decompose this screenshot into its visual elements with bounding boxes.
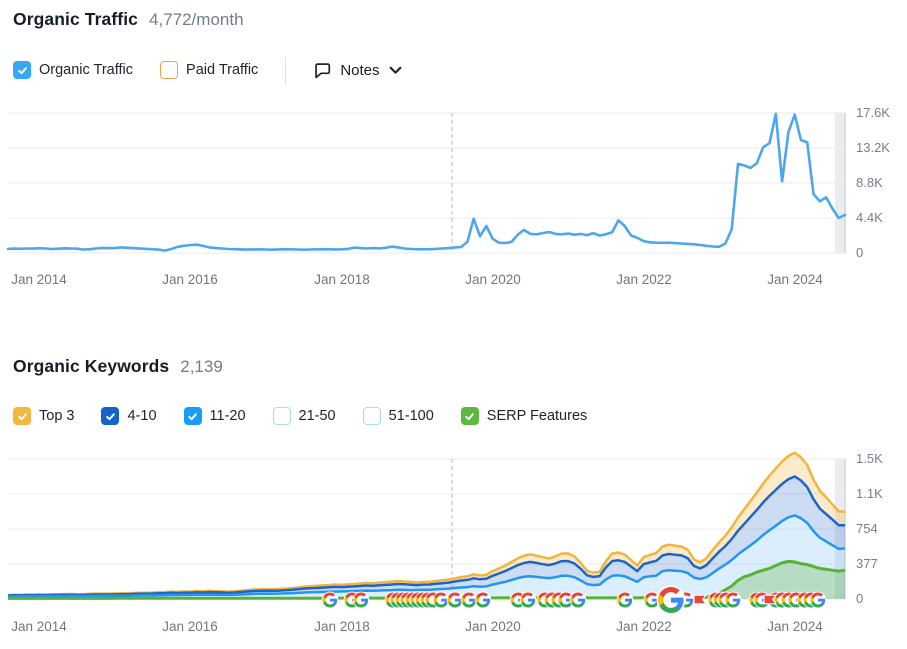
checkbox-box[interactable] xyxy=(460,407,479,425)
keywords-legend: Top 3 4-10 11-20 21-50 xyxy=(13,404,587,428)
y-axis-tick-label: 4.4K xyxy=(856,210,883,225)
check-icon xyxy=(17,412,27,420)
x-axis-tick-label: Jan 2014 xyxy=(11,619,67,634)
serp-features-checkbox[interactable]: SERP Features xyxy=(460,407,588,425)
x-axis-tick-label: Jan 2024 xyxy=(767,272,823,287)
x-axis-tick-label: Jan 2022 xyxy=(616,619,672,634)
checkbox-label: 4-10 xyxy=(127,408,157,424)
organic-traffic-checkbox[interactable]: Organic Traffic xyxy=(13,61,133,79)
google-update-icon xyxy=(616,591,634,609)
checkbox-label: Top 3 xyxy=(39,408,75,424)
y-axis-tick-label: 13.2K xyxy=(856,140,890,155)
keywords-y-axis: 1.5K 1.1K 754 377 0 xyxy=(856,449,906,609)
keywords-chart-canvas[interactable] xyxy=(7,449,846,619)
check-icon xyxy=(17,66,27,74)
checkbox-label: SERP Features xyxy=(486,408,588,424)
checkbox-box[interactable] xyxy=(101,407,120,425)
keywords-chart[interactable] xyxy=(7,449,846,619)
x-axis-tick-label: Jan 2016 xyxy=(162,272,218,287)
x-axis-tick-label: Jan 2016 xyxy=(162,619,218,634)
y-axis-tick-label: 754 xyxy=(856,521,878,536)
keywords-title: Organic Keywords xyxy=(13,356,170,376)
y-axis-tick-label: 0 xyxy=(856,591,864,606)
checkbox-label: 51-100 xyxy=(388,408,434,424)
pos-21-50-checkbox[interactable]: 21-50 xyxy=(272,407,336,425)
traffic-chart[interactable] xyxy=(6,103,847,268)
y-axis-tick-label: 1.1K xyxy=(856,486,883,501)
traffic-x-axis: Jan 2014 Jan 2016 Jan 2018 Jan 2020 Jan 2022… xyxy=(8,272,845,290)
x-axis-tick-label: Jan 2022 xyxy=(616,272,672,287)
y-axis-tick-label: 0 xyxy=(856,245,864,260)
y-axis-tick-label: 17.6K xyxy=(856,105,890,120)
x-axis-tick-label: Jan 2014 xyxy=(11,272,67,287)
paid-traffic-checkbox[interactable]: Paid Traffic xyxy=(160,61,258,79)
checkbox-box[interactable] xyxy=(362,407,381,425)
x-axis-tick-label: Jan 2020 xyxy=(465,619,521,634)
checkbox-box[interactable] xyxy=(160,61,179,79)
top3-checkbox[interactable]: Top 3 xyxy=(13,407,74,425)
pos-4-10-checkbox[interactable]: 4-10 xyxy=(101,407,157,425)
notes-button[interactable]: Notes xyxy=(313,61,401,79)
traffic-legend: Organic Traffic Paid Traffic Notes xyxy=(13,56,402,84)
traffic-y-axis: 17.6K 13.2K 8.8K 4.4K 0 xyxy=(856,103,906,263)
google-update-icon xyxy=(519,591,537,609)
traffic-chart-canvas[interactable] xyxy=(6,103,847,268)
google-update-icon xyxy=(656,585,686,615)
y-axis-tick-label: 377 xyxy=(856,556,878,571)
y-axis-tick-label: 8.8K xyxy=(856,175,883,190)
google-update-icon xyxy=(809,591,827,609)
x-axis-tick-label: Jan 2018 xyxy=(314,272,370,287)
checkbox-box[interactable] xyxy=(13,61,31,79)
keywords-metric: 2,139 xyxy=(180,357,223,376)
traffic-header: Organic Traffic 4,772/month xyxy=(13,9,244,30)
traffic-title: Organic Traffic xyxy=(13,9,139,29)
divider xyxy=(285,56,287,84)
pos-51-100-checkbox[interactable]: 51-100 xyxy=(362,407,434,425)
check-icon xyxy=(188,412,197,420)
checkbox-label: Paid Traffic xyxy=(186,62,259,78)
chevron-down-icon xyxy=(389,66,401,74)
google-update-icon xyxy=(474,591,492,609)
checkbox-label: 11-20 xyxy=(209,408,246,424)
x-axis-tick-label: Jan 2024 xyxy=(767,619,823,634)
checkbox-label: 21-50 xyxy=(298,408,336,424)
google-update-icon xyxy=(569,591,587,609)
google-update-icon xyxy=(352,591,370,609)
keywords-x-axis: Jan 2014 Jan 2016 Jan 2018 Jan 2020 Jan 2022… xyxy=(8,619,845,637)
pos-11-20-checkbox[interactable]: 11-20 xyxy=(183,407,246,425)
check-icon xyxy=(106,412,115,420)
notes-label: Notes xyxy=(340,61,380,79)
check-icon xyxy=(465,412,475,420)
checkbox-box[interactable] xyxy=(183,407,202,425)
checkbox-box[interactable] xyxy=(272,407,291,425)
traffic-metric: 4,772/month xyxy=(149,10,244,29)
x-axis-tick-label: Jan 2018 xyxy=(314,619,370,634)
checkbox-label: Organic Traffic xyxy=(39,62,134,78)
x-axis-tick-label: Jan 2020 xyxy=(465,272,521,287)
checkbox-box[interactable] xyxy=(13,407,31,425)
y-axis-tick-label: 1.5K xyxy=(856,451,883,466)
google-update-icon xyxy=(321,591,339,609)
google-update-icon xyxy=(724,591,742,609)
notes-icon xyxy=(315,63,331,79)
keywords-header: Organic Keywords 2,139 xyxy=(13,356,223,377)
